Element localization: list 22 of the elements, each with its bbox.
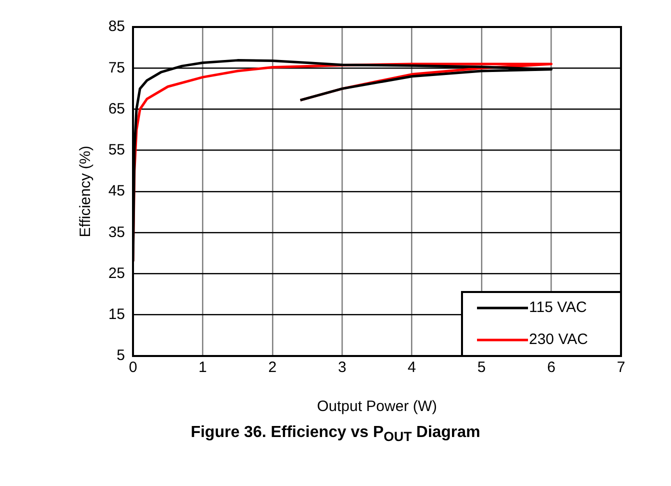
y-tick-label: 45 [108, 182, 125, 200]
y-tick-label: 5 [116, 347, 125, 364]
legend-label: 230 VAC [529, 331, 588, 348]
y-tick-label: 15 [108, 306, 125, 324]
y-tick-label: 25 [108, 264, 125, 282]
x-tick-label: 7 [616, 359, 626, 376]
x-tick-label: 0 [128, 359, 138, 376]
text: Figure 36. Efficiency vs P$_{OUT}$ Diagram [190, 424, 482, 444]
x-tick-label: 6 [547, 359, 556, 376]
y-axis-title: Efficiency (%) [77, 146, 94, 238]
y-tick-label: 65 [108, 100, 125, 118]
x-tick-label: 3 [338, 359, 346, 376]
x-tick-label: 5 [477, 359, 486, 376]
x-tick-label: 2 [268, 359, 277, 376]
x-tick-label: 1 [198, 359, 207, 376]
y-tick-label: 55 [108, 142, 125, 159]
y-tick-label: 85 [108, 18, 125, 36]
x-tick-label: 4 [408, 359, 416, 376]
legend-label: 115 VAC [529, 299, 587, 316]
y-tick-label: 35 [108, 224, 125, 241]
y-tick-label: 75 [108, 59, 125, 76]
x-axis-title: Output Power (W) [316, 398, 438, 416]
